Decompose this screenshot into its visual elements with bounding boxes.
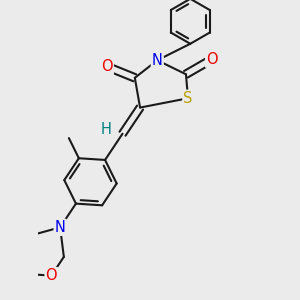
Text: O: O bbox=[46, 268, 57, 283]
Text: H: H bbox=[100, 122, 112, 137]
Text: O: O bbox=[206, 52, 218, 67]
Text: N: N bbox=[152, 53, 163, 68]
Text: O: O bbox=[101, 59, 113, 74]
Text: N: N bbox=[55, 220, 66, 235]
Text: S: S bbox=[183, 91, 193, 106]
